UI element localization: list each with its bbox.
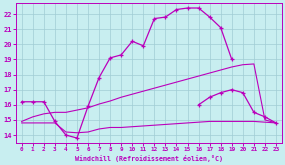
X-axis label: Windchill (Refroidissement éolien,°C): Windchill (Refroidissement éolien,°C) [75, 155, 223, 162]
